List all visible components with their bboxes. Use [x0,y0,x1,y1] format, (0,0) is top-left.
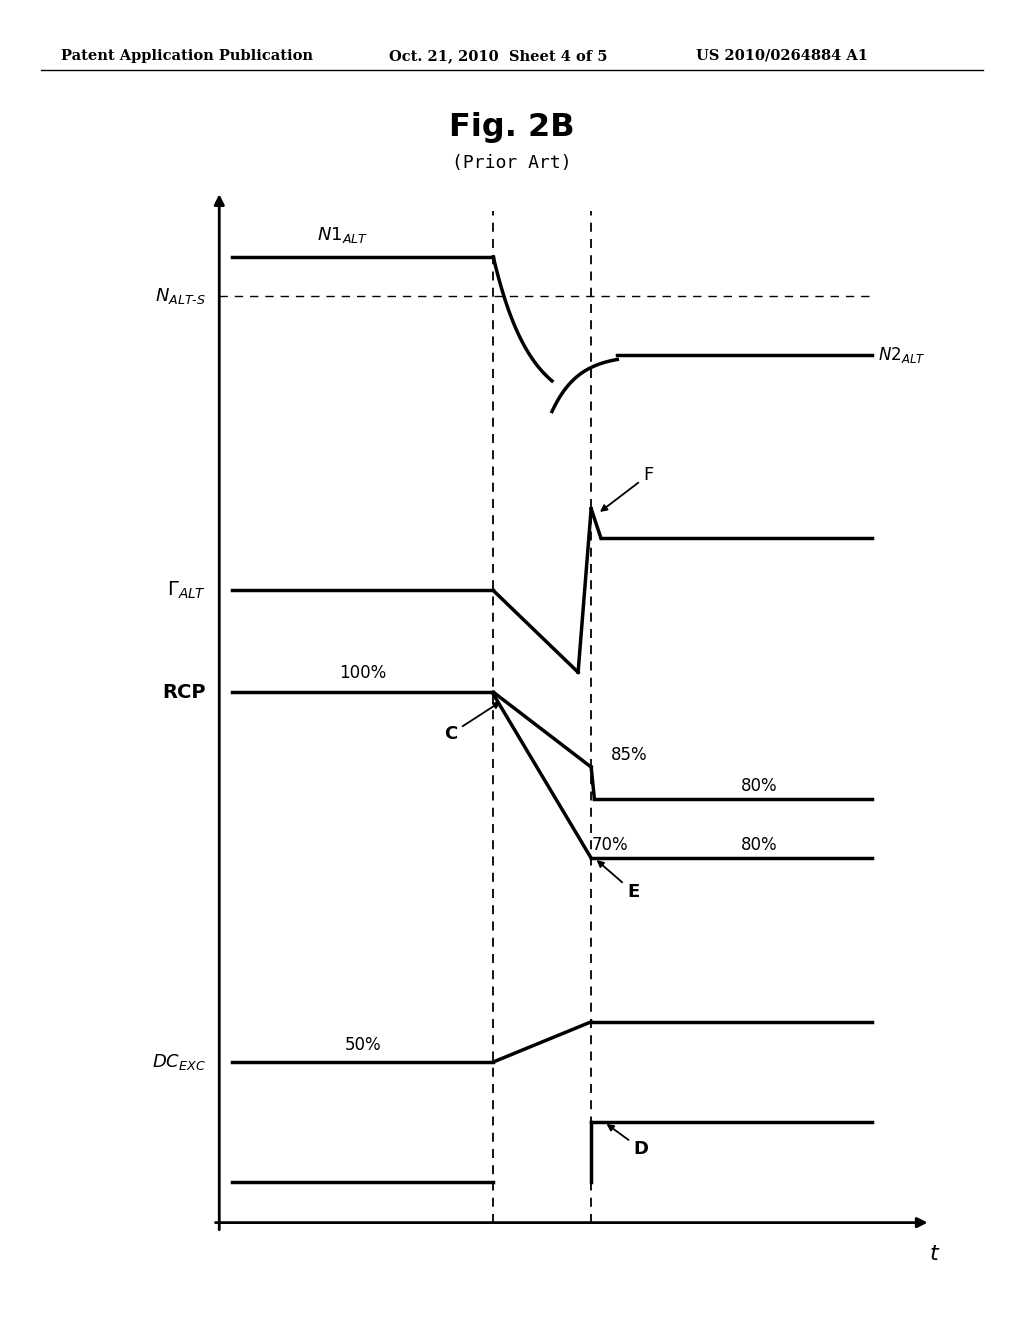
Text: 85%: 85% [610,746,647,764]
Text: 50%: 50% [344,1036,381,1055]
Text: $DC_{EXC}$: $DC_{EXC}$ [153,1052,206,1072]
Text: E: E [598,861,639,902]
Text: 80%: 80% [741,777,778,795]
Text: (Prior Art): (Prior Art) [453,154,571,173]
Text: RCP: RCP [163,682,206,702]
Text: US 2010/0264884 A1: US 2010/0264884 A1 [696,49,868,63]
Text: $N1_{ALT}$: $N1_{ALT}$ [317,224,369,246]
Text: t: t [930,1245,938,1265]
Text: C: C [444,702,499,743]
Text: 100%: 100% [339,664,386,682]
Text: $\Gamma_{ALT}$: $\Gamma_{ALT}$ [167,579,206,601]
Text: 80%: 80% [741,836,778,854]
Text: Patent Application Publication: Patent Application Publication [61,49,313,63]
Text: $N_{ALT\text{-}S}$: $N_{ALT\text{-}S}$ [156,285,206,305]
Text: Oct. 21, 2010  Sheet 4 of 5: Oct. 21, 2010 Sheet 4 of 5 [389,49,607,63]
Text: F: F [601,466,653,511]
Text: D: D [608,1125,648,1158]
Text: Fig. 2B: Fig. 2B [450,112,574,143]
Text: $N2_{ALT}$: $N2_{ALT}$ [879,345,926,364]
Text: 70%: 70% [591,836,628,854]
